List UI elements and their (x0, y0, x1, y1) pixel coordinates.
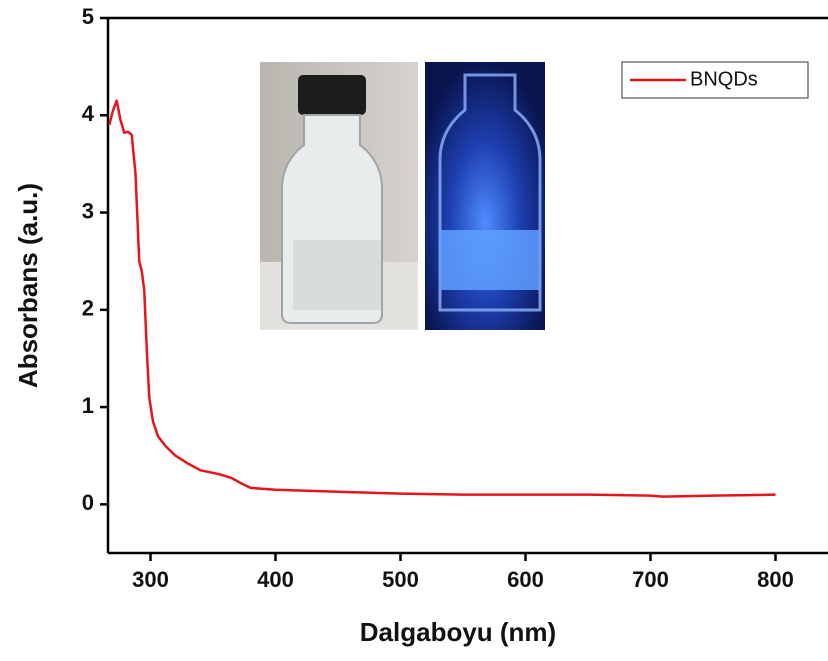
y-axis-title: Absorbans (a.u.) (13, 183, 43, 388)
x-tick-label: 600 (507, 567, 544, 592)
y-tick-label: 2 (82, 296, 94, 321)
y-tick-label: 0 (82, 490, 94, 515)
data-line (108, 99, 776, 498)
y-tick-label: 5 (82, 4, 94, 29)
x-tick-label: 300 (132, 567, 169, 592)
inset-photos (260, 62, 545, 330)
vial-cap (298, 75, 366, 115)
y-tick-label: 3 (82, 198, 94, 223)
x-axis-title: Dalgaboyu (nm) (360, 617, 556, 647)
x-tick-label: 500 (382, 567, 419, 592)
y-tick-label: 4 (82, 101, 95, 126)
x-tick-label: 700 (632, 567, 669, 592)
x-tick-label: 800 (757, 567, 794, 592)
legend-label: BNQDs (690, 68, 758, 90)
vial-liquid (293, 240, 381, 310)
x-tick-label: 400 (257, 567, 294, 592)
vial-uv (438, 73, 542, 312)
vial-glow (440, 230, 540, 290)
y-tick-label: 1 (82, 393, 94, 418)
